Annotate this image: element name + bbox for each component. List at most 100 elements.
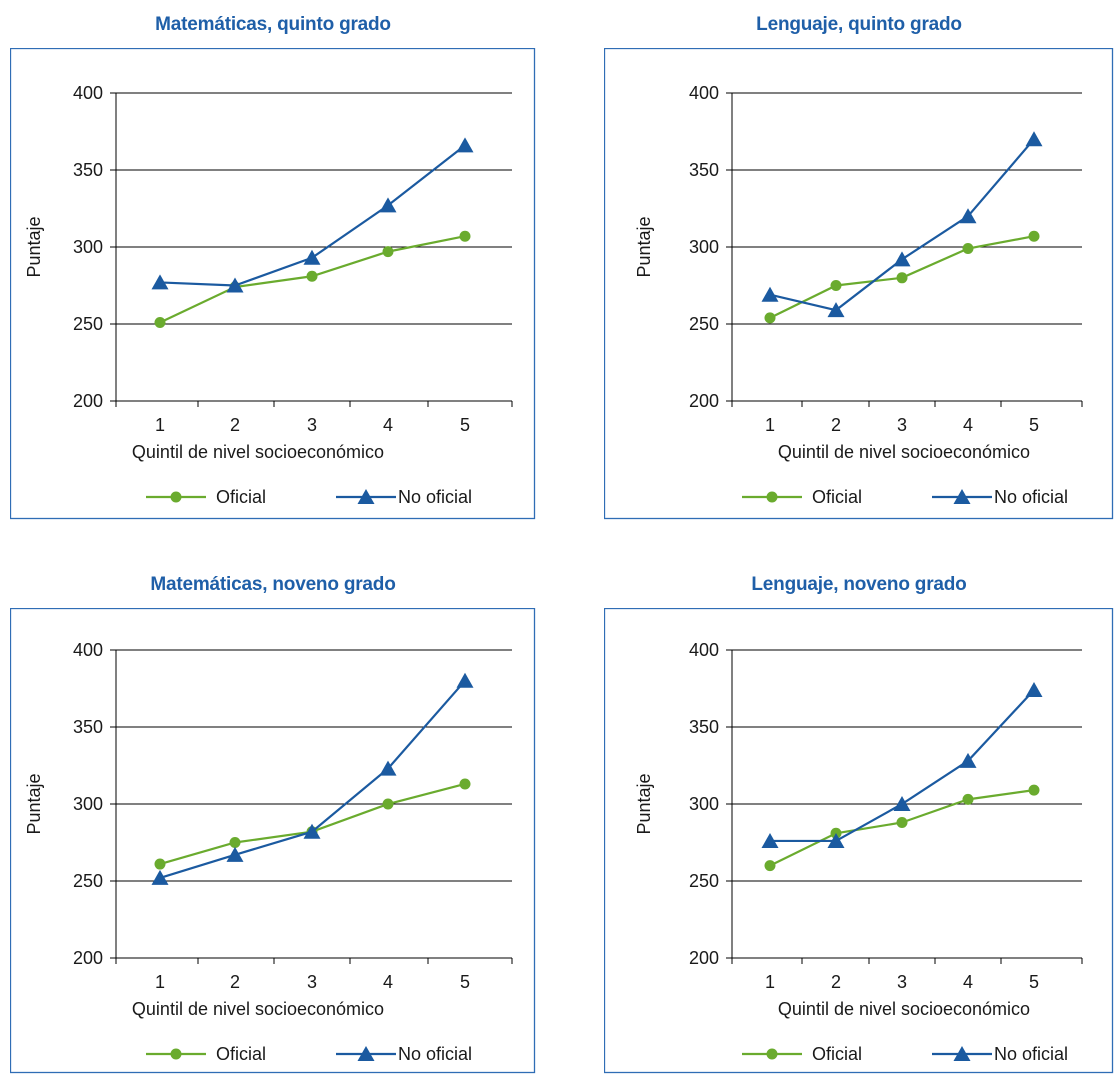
legend-marker-oficial (766, 491, 778, 503)
x-tick-label: 1 (765, 415, 775, 435)
data-point-oficial (229, 837, 241, 848)
y-tick-label: 350 (73, 717, 103, 737)
chart-title: Lenguaje, noveno grado (751, 574, 967, 595)
chart-panel-4: Lenguaje, noveno grado 200 250 300 350 400 1 2… (604, 574, 1114, 1076)
y-axis-label: Puntaje (634, 773, 654, 834)
x-tick-label: 3 (897, 972, 907, 992)
data-point-oficial (962, 793, 974, 805)
data-point-oficial (154, 858, 166, 870)
x-tick-label: 4 (963, 972, 973, 992)
legend-label-oficial: Oficial (216, 1044, 266, 1064)
legend-marker-oficial (766, 1048, 778, 1060)
y-tick-label: 300 (689, 794, 719, 814)
legend-label-no-oficial: No oficial (398, 487, 472, 507)
data-point-no-oficial (893, 796, 911, 811)
y-tick-label: 250 (689, 314, 719, 334)
legend-marker-no-oficial (953, 489, 971, 504)
x-axis-label: Quintil de nivel socioeconómico (132, 999, 384, 1019)
data-point-no-oficial (303, 823, 321, 839)
x-tick-label: 5 (1029, 415, 1039, 435)
x-tick-label: 2 (831, 415, 841, 435)
chart-svg-2: 200 250 300 350 400 1 2 3 4 5 Quintil de nivel soc… (604, 48, 1114, 520)
legend-marker-oficial (170, 1048, 182, 1060)
chart-svg-1: 200 250 300 350 400 1 2 3 4 5 Quintil de nivel soc… (10, 48, 536, 520)
y-tick-label: 200 (73, 391, 103, 411)
x-tick-label: 1 (155, 415, 165, 435)
x-tick-label: 5 (1029, 972, 1039, 992)
y-tick-label: 200 (689, 391, 719, 411)
data-point-no-oficial (379, 760, 397, 776)
data-point-no-oficial (226, 846, 244, 862)
y-tick-label: 250 (73, 871, 103, 891)
x-tick-label: 1 (765, 972, 775, 992)
x-tick-label: 4 (963, 415, 973, 435)
x-axis-label: Quintil de nivel socioeconómico (132, 442, 384, 462)
chart-frame (10, 608, 536, 1074)
chart-panel-2: Lenguaje, quinto grado 200 250 300 350 400 1 2… (604, 14, 1114, 524)
chart-panel-3: Matemáticas, noveno grado 200 250 300 350 40… (10, 574, 536, 1076)
data-point-no-oficial (827, 832, 845, 848)
data-point-oficial (1028, 230, 1040, 242)
chart-panel-1: Matemáticas, quinto grado 200 250 300 350 40… (10, 14, 536, 524)
chart-svg-3: 200 250 300 350 400 1 2 3 4 5 Quintil de nivel soc… (10, 608, 536, 1074)
data-point-no-oficial (761, 286, 779, 302)
x-axis-label: Quintil de nivel socioeconómico (778, 999, 1030, 1019)
data-point-oficial (830, 280, 842, 291)
legend-marker-no-oficial (953, 1046, 971, 1061)
y-tick-label: 400 (689, 83, 719, 103)
data-point-oficial (764, 312, 776, 324)
y-tick-label: 400 (73, 640, 103, 660)
y-axis-label: Puntaje (24, 216, 44, 277)
x-tick-label: 1 (155, 972, 165, 992)
data-point-oficial (896, 272, 908, 284)
y-tick-label: 300 (73, 237, 103, 257)
y-tick-label: 250 (689, 871, 719, 891)
legend-marker-oficial (170, 491, 182, 503)
data-point-no-oficial (1025, 682, 1043, 698)
data-point-oficial (1028, 784, 1040, 796)
chart-title: Matemáticas, quinto grado (155, 14, 391, 35)
x-axis-label: Quintil de nivel socioeconómico (778, 442, 1030, 462)
y-tick-label: 400 (689, 640, 719, 660)
y-tick-label: 300 (689, 237, 719, 257)
y-axis-label: Puntaje (634, 216, 654, 277)
data-point-oficial (896, 816, 908, 828)
data-point-oficial (764, 860, 776, 872)
x-tick-label: 2 (831, 972, 841, 992)
y-tick-label: 250 (73, 314, 103, 334)
data-point-no-oficial (893, 251, 911, 267)
y-tick-label: 200 (73, 948, 103, 968)
y-tick-label: 300 (73, 794, 103, 814)
data-point-oficial (382, 798, 394, 810)
legend-marker-no-oficial (357, 1046, 375, 1061)
data-point-no-oficial (226, 277, 244, 293)
chart-frame (10, 48, 536, 520)
y-tick-label: 400 (73, 83, 103, 103)
x-tick-label: 3 (897, 415, 907, 435)
x-tick-label: 2 (230, 415, 240, 435)
data-point-no-oficial (303, 249, 321, 265)
x-tick-label: 3 (307, 972, 317, 992)
x-tick-label: 5 (460, 415, 470, 435)
data-point-no-oficial (1025, 131, 1043, 147)
legend-label-no-oficial: No oficial (398, 1044, 472, 1064)
data-point-oficial (962, 243, 974, 255)
legend-label-no-oficial: No oficial (994, 487, 1068, 507)
legend-label-oficial: Oficial (812, 487, 862, 507)
data-point-no-oficial (151, 869, 169, 885)
data-point-no-oficial (827, 302, 845, 318)
data-point-oficial (459, 778, 471, 790)
x-tick-label: 5 (460, 972, 470, 992)
chart-title: Matemáticas, noveno grado (150, 574, 396, 595)
legend-label-no-oficial: No oficial (994, 1044, 1068, 1064)
legend-label-oficial: Oficial (216, 487, 266, 507)
data-point-no-oficial (761, 832, 779, 848)
x-tick-label: 4 (383, 972, 393, 992)
x-tick-label: 4 (383, 415, 393, 435)
y-tick-label: 350 (73, 160, 103, 180)
data-point-no-oficial (456, 672, 474, 688)
data-point-oficial (459, 230, 471, 242)
data-point-no-oficial (456, 137, 474, 153)
data-point-oficial (382, 246, 394, 258)
y-tick-label: 350 (689, 717, 719, 737)
